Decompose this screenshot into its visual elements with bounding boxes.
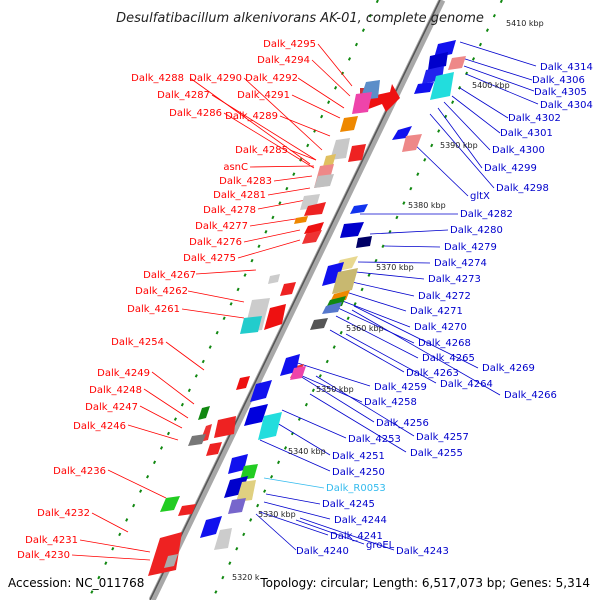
reverse-gene-label: Dalk_4256 <box>376 418 429 429</box>
reverse-gene-label: Dalk_4250 <box>332 467 385 478</box>
label-leaders <box>71 41 539 561</box>
reverse-gene-label: Dalk_4314 <box>540 62 593 73</box>
kbp-label: 5400 kbp <box>472 81 510 90</box>
forward-gene-label: Dalk_4289 <box>225 111 278 122</box>
forward-gene-label: Dalk_4249 <box>97 368 150 379</box>
kbp-label: 5410 kbp <box>506 19 544 28</box>
map-title: Desulfatibacillum alkenivorans AK-01, co… <box>116 11 484 26</box>
kbp-label: 5350 kbp <box>316 385 354 394</box>
kbp-labels: 5410 kbp 5400 kbp 5390 kbp 5380 kbp 5370 kbp… <box>232 19 544 582</box>
forward-gene-label: Dalk_4281 <box>213 190 266 201</box>
reverse-gene-label: Dalk_4269 <box>482 363 535 374</box>
forward-gene-label: Dalk_4246 <box>73 421 126 432</box>
reverse-gene-label: Dalk_4271 <box>410 306 463 317</box>
reverse-gene-label: Dalk_4257 <box>416 432 469 443</box>
reverse-gene-label: Dalk_4240 <box>296 546 349 557</box>
forward-gene-label: Dalk_4285 <box>235 145 288 156</box>
forward-gene-label: Dalk_4286 <box>169 108 222 119</box>
kbp-label: 5360 kbp <box>346 324 384 333</box>
reverse-gene-label: Dalk_4298 <box>496 183 549 194</box>
reverse-gene-label: Dalk_4265 <box>422 353 475 364</box>
reverse-strand-features <box>200 40 466 550</box>
kbp-label: 5370 kbp <box>376 263 414 272</box>
reverse-gene-label: gltX <box>470 191 490 202</box>
reverse-gene-label: Dalk_4274 <box>434 258 487 269</box>
reverse-gene-label: Dalk_4241 <box>330 531 383 542</box>
reverse-gene-label: Dalk_4304 <box>540 100 593 111</box>
reverse-gene-label: Dalk_4268 <box>418 338 471 349</box>
reverse-gene-label: Dalk_4279 <box>444 242 497 253</box>
reverse-gene-label: Dalk_4280 <box>450 225 503 236</box>
forward-gene-label: Dalk_4287 <box>157 90 210 101</box>
forward-gene-label: Dalk_4231 <box>25 535 78 546</box>
kbp-label: 5330 kbp <box>258 510 296 519</box>
forward-strand-features <box>148 80 400 576</box>
reverse-gene-label: Dalk_4301 <box>500 128 553 139</box>
reverse-gene-label: Dalk_4253 <box>348 434 401 445</box>
forward-gene-label: Dalk_4230 <box>17 550 70 561</box>
forward-gene-label: asnC <box>223 162 248 173</box>
kbp-label: 5340 kbp <box>288 447 326 456</box>
forward-gene-label: Dalk_4248 <box>89 385 142 396</box>
reverse-gene-label: Dalk_4305 <box>534 87 587 98</box>
forward-gene-label: Dalk_4254 <box>111 337 164 348</box>
forward-gene-label: Dalk_4288 <box>131 73 184 84</box>
forward-gene-label: Dalk_4267 <box>143 270 196 281</box>
forward-gene-label: Dalk_4247 <box>85 402 138 413</box>
reverse-gene-label: Dalk_4255 <box>410 448 463 459</box>
reverse-gene-label: Dalk_4302 <box>508 113 561 124</box>
kbp-label: 5380 kbp <box>408 201 446 210</box>
accession-label: Accession: NC_011768 <box>8 576 144 590</box>
reverse-gene-label: Dalk_4243 <box>396 546 449 557</box>
reverse-gene-label: Dalk_4266 <box>504 390 557 401</box>
forward-gene-label: Dalk_4290 <box>189 73 242 84</box>
forward-gene-label: Dalk_4277 <box>195 221 248 232</box>
forward-gene-label: Dalk_4275 <box>183 253 236 264</box>
reverse-gene-label: Dalk_4270 <box>414 322 467 333</box>
forward-gene-label: Dalk_4232 <box>37 508 90 519</box>
reverse-gene-label: Dalk_4259 <box>374 382 427 393</box>
forward-gene-label: Dalk_4291 <box>237 90 290 101</box>
forward-gene-label: Dalk_4292 <box>245 73 298 84</box>
forward-gene-label: Dalk_4278 <box>203 205 256 216</box>
reverse-gene-label: groEL <box>366 540 395 551</box>
reverse-gene-label: Dalk_4272 <box>418 291 471 302</box>
reverse-gene-label: Dalk_4300 <box>492 145 545 156</box>
rna-gene-label: Dalk_R0053 <box>326 483 386 494</box>
reverse-gene-label: Dalk_4244 <box>334 515 387 526</box>
forward-gene-label: Dalk_4295 <box>263 39 316 50</box>
reverse-gene-label: Dalk_4306 <box>532 75 585 86</box>
kbp-label: 5320 k <box>232 573 260 582</box>
forward-gene-label: Dalk_4276 <box>189 237 242 248</box>
reverse-gene-label: Dalk_4251 <box>332 451 385 462</box>
topology-label: Topology: circular; Length: 6,517,073 bp… <box>259 576 590 590</box>
forward-gene-label: Dalk_4236 <box>53 466 106 477</box>
reverse-gene-label: Dalk_4299 <box>484 163 537 174</box>
forward-gene-label: Dalk_4294 <box>257 55 310 66</box>
forward-gene-label: Dalk_4262 <box>135 286 188 297</box>
reverse-gene-label: Dalk_4263 <box>406 368 459 379</box>
kbp-label: 5390 kbp <box>440 141 478 150</box>
reverse-gene-label: Dalk_4258 <box>364 397 417 408</box>
reverse-gene-label: Dalk_4245 <box>322 499 375 510</box>
forward-gene-label: Dalk_4261 <box>127 304 180 315</box>
forward-gene-label: Dalk_4283 <box>219 176 272 187</box>
reverse-gene-label: Dalk_4273 <box>428 274 481 285</box>
reverse-gene-label: Dalk_4282 <box>460 209 513 220</box>
reverse-gene-label: Dalk_4264 <box>440 379 493 390</box>
